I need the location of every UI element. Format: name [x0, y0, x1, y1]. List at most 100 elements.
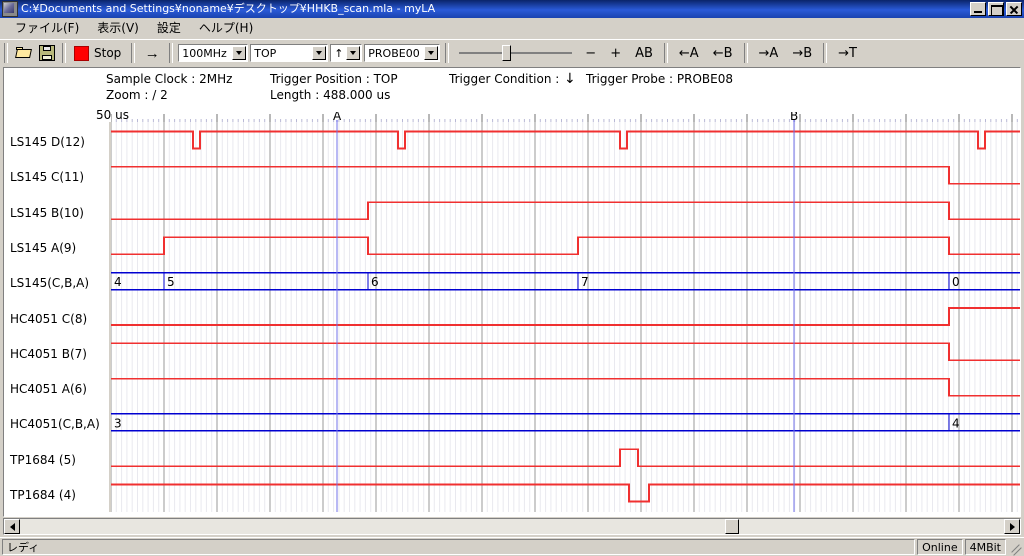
stop-button-label: Stop	[94, 46, 122, 60]
stop-square-icon	[74, 45, 89, 61]
signal-trace-5	[111, 307, 1020, 326]
toolbar-separator	[663, 43, 668, 63]
run-arrow-button[interactable]: →	[144, 44, 160, 62]
toolbar-separator	[743, 43, 748, 63]
minimize-button[interactable]	[970, 2, 986, 16]
next-a-button[interactable]: →A	[758, 45, 779, 61]
ab-measure-button[interactable]: AB	[635, 45, 653, 61]
channel-label-2[interactable]: LS145 B(10)	[10, 205, 84, 220]
close-button[interactable]	[1006, 2, 1022, 16]
signal-trace-1	[111, 166, 1020, 185]
prev-a-button[interactable]: ←A	[678, 45, 699, 61]
chevron-down-icon[interactable]	[346, 46, 361, 60]
menu-bar: ファイル(F) 表示(V) 設定 ヘルプ(H)	[0, 18, 1024, 38]
length-info: Length : 488.000 us	[270, 88, 391, 102]
signal-trace-0	[111, 130, 1020, 150]
status-bar: レディ Online 4MBit	[0, 537, 1024, 556]
waveform-client-area: Sample Clock : 2MHz Zoom : / 2 Trigger P…	[3, 67, 1021, 517]
chevron-down-icon[interactable]	[424, 46, 439, 60]
zoom-in-button[interactable]: +	[610, 45, 622, 61]
trigger-probe-value: PROBE00	[368, 46, 420, 60]
toolbar-separator	[169, 43, 174, 63]
window-controls	[970, 2, 1022, 16]
scroll-left-button[interactable]	[4, 519, 20, 534]
trigger-edge-combo[interactable]: ↑	[330, 44, 363, 62]
stop-button[interactable]: Stop	[70, 41, 127, 65]
channel-label-0[interactable]: LS145 D(12)	[10, 135, 85, 149]
save-file-button[interactable]	[35, 42, 58, 64]
scroll-right-button[interactable]	[1004, 519, 1020, 534]
scrollbar-thumb[interactable]	[725, 519, 739, 534]
menu-item-help[interactable]: ヘルプ(H)	[198, 21, 254, 35]
resize-grip-icon[interactable]	[1008, 540, 1022, 554]
label-waveform-splitter[interactable]	[109, 122, 111, 512]
cursor-b-label[interactable]: B	[790, 112, 798, 123]
bus-value-4-1: 5	[167, 275, 175, 289]
trigger-probe-info: Trigger Probe : PROBE08	[586, 72, 734, 86]
prev-b-button[interactable]: ←B	[712, 45, 733, 61]
trigger-position-combo[interactable]: TOP	[250, 44, 329, 62]
capture-info-header: Sample Clock : 2MHz Zoom : / 2 Trigger P…	[4, 68, 1020, 108]
toolbar-separator	[445, 43, 450, 63]
sample-clock-info: Sample Clock : 2MHz	[106, 72, 233, 86]
waveform-canvas[interactable]: 4 5 6 7 0 3 4	[111, 122, 1020, 512]
signal-trace-2	[111, 201, 1020, 220]
toolbar-separator	[131, 43, 136, 63]
next-b-button[interactable]: →B	[792, 45, 813, 61]
signal-trace-6	[111, 342, 1020, 362]
trigger-probe-combo[interactable]: PROBE00	[364, 44, 441, 62]
status-memory: 4MBit	[964, 539, 1006, 555]
next-trigger-button[interactable]: →T	[838, 45, 857, 61]
signal-trace-7	[111, 377, 1020, 397]
zoom-out-button[interactable]: −	[585, 45, 597, 61]
channel-label-3[interactable]: LS145 A(9)	[10, 240, 77, 255]
bus-value-4-2: 6	[371, 275, 379, 289]
channel-label-6[interactable]: HC4051 B(7)	[10, 346, 87, 361]
time-scale-label: 50 us	[96, 108, 129, 122]
sample-clock-value: 100MHz	[182, 46, 227, 60]
window-title: C:¥Documents and Settings¥noname¥デスクトップ¥…	[21, 2, 436, 15]
signal-trace-9	[111, 448, 1020, 467]
bus-value-8-0: 3	[114, 416, 122, 430]
zoom-slider[interactable]	[459, 43, 573, 63]
menu-item-file[interactable]: ファイル(F)	[15, 21, 80, 35]
folder-open-icon	[15, 47, 32, 59]
status-message: レディ	[2, 539, 916, 555]
bus-value-4-0: 4	[114, 275, 122, 289]
maximize-button[interactable]	[988, 2, 1004, 16]
chevron-down-icon[interactable]	[232, 46, 247, 60]
sample-clock-combo[interactable]: 100MHz	[178, 44, 249, 62]
cursor-a-label[interactable]: A	[333, 112, 342, 123]
trigger-position-value: TOP	[254, 46, 277, 60]
toolbar-separator	[4, 43, 8, 63]
toolbar: Stop → 100MHz TOP ↑ PROBE00 − + AB ←A	[0, 39, 1024, 66]
zoom-slider-thumb[interactable]	[502, 45, 512, 61]
zoom-info: Zoom : / 2	[106, 88, 168, 102]
toolbar-separator	[823, 43, 828, 63]
bus-value-4-4: 0	[952, 275, 960, 289]
channel-label-7[interactable]: HC4051 A(6)	[10, 382, 87, 397]
channel-label-column: LS145 D(12) LS145 C(11) LS145 B(10) LS145 A…	[4, 122, 109, 512]
chevron-down-icon[interactable]	[312, 46, 327, 60]
scrollbar-track[interactable]	[20, 519, 1004, 534]
trigger-condition-info: Trigger Condition :	[449, 72, 560, 86]
zoom-slider-track	[459, 52, 573, 54]
channel-label-9[interactable]: TP1684 (5)	[10, 452, 76, 467]
title-bar: C:¥Documents and Settings¥noname¥デスクトップ¥…	[0, 0, 1024, 18]
signal-trace-3	[111, 236, 1020, 256]
channel-label-5[interactable]: HC4051 C(8)	[10, 311, 88, 326]
channel-label-10[interactable]: TP1684 (4)	[10, 488, 76, 502]
horizontal-scrollbar[interactable]	[3, 518, 1021, 535]
trigger-condition-falling-edge-icon: ↓	[564, 71, 576, 87]
channel-label-8[interactable]: HC4051(C,B,A)	[10, 417, 100, 432]
channel-label-1[interactable]: LS145 C(11)	[10, 170, 85, 185]
channel-label-4[interactable]: LS145(C,B,A)	[10, 276, 90, 291]
signal-trace-10	[111, 483, 1020, 503]
open-file-button[interactable]	[12, 42, 35, 64]
app-icon	[2, 1, 18, 17]
toolbar-separator	[62, 43, 66, 63]
menu-item-settings[interactable]: 設定	[156, 21, 181, 35]
menu-item-view[interactable]: 表示(V)	[97, 21, 139, 35]
trigger-position-info: Trigger Position : TOP	[270, 72, 398, 86]
